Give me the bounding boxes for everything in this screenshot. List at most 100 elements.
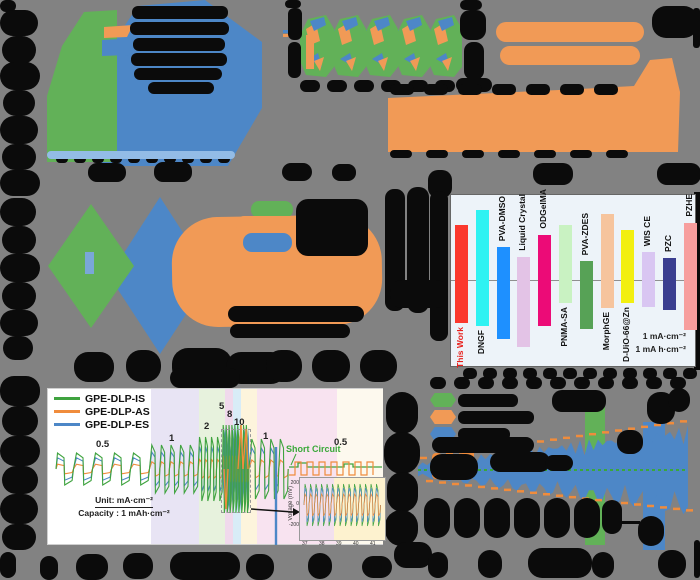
zoom-region-box	[221, 429, 251, 513]
rate-label: 2	[204, 421, 210, 432]
corrupted-text-blob	[2, 144, 36, 170]
inset-xtick: 37	[302, 541, 308, 547]
corrupted-text-blob	[526, 84, 550, 95]
legend-item: GPE-DLP-ES	[54, 418, 150, 431]
corrupted-text-blob	[652, 6, 698, 38]
corrupted-text-blob	[2, 466, 38, 494]
orange-dash	[634, 503, 641, 506]
rate-band	[151, 389, 199, 544]
orange-square-wave	[289, 461, 374, 476]
corrupted-text-blob	[598, 377, 614, 389]
corrupted-text-blob	[154, 162, 192, 182]
bar-label: ODGelMA	[538, 189, 549, 229]
rate-label: 10	[234, 417, 245, 428]
corrupted-text-blob	[0, 198, 36, 226]
corrupted-text-blob	[362, 556, 392, 578]
unit-annotation: Unit: mA·cm⁻² Capacity : 1 mAh·cm⁻²	[58, 495, 190, 519]
polymer-unit-icon	[396, 15, 430, 77]
orange-dash	[628, 427, 635, 430]
rate-band	[48, 389, 151, 544]
corrupted-text-blob	[603, 368, 617, 379]
corrupted-text-blob	[134, 68, 222, 80]
corrupted-text-blob	[0, 10, 38, 36]
corrupted-text-blob	[394, 542, 432, 568]
rate-label: 8	[227, 409, 233, 420]
orange-strip	[236, 216, 302, 233]
corrupted-text-blob	[327, 80, 347, 92]
orange-dash	[420, 456, 427, 460]
corrupted-text-blob	[484, 498, 510, 538]
corrupted-text-blob	[308, 553, 332, 579]
corrupted-text-blob	[132, 6, 228, 19]
corrupted-text-blob	[458, 84, 482, 95]
green-dot	[424, 469, 427, 471]
inset-xtick: 39	[336, 541, 342, 547]
corrupted-text-blob	[0, 0, 16, 12]
corrupted-text-blob	[606, 150, 628, 158]
short-circuit-pointer	[290, 453, 297, 466]
arrow-line	[250, 508, 294, 513]
corrupted-text-blob	[228, 306, 364, 322]
corrupted-text-blob	[426, 150, 448, 158]
legend-item: GPE-DLP-AS	[54, 405, 150, 418]
corrupted-text-blob	[544, 498, 570, 538]
corrupted-text-blob	[458, 394, 518, 407]
green-dot	[634, 469, 637, 471]
corrupted-text-blob	[88, 163, 126, 182]
inset-ytick: 0	[296, 501, 299, 507]
corrupted-text-blob	[432, 437, 534, 453]
corrupted-text-blob	[390, 84, 414, 95]
bar	[538, 234, 552, 327]
orange-dash	[660, 506, 667, 509]
corrupted-text-blob	[658, 550, 686, 578]
corrupted-text-blob	[40, 556, 58, 580]
corrupted-text-blob	[545, 455, 573, 471]
corrupted-text-blob	[574, 377, 590, 389]
corrupted-text-blob	[0, 116, 38, 144]
corrupted-text-blob	[534, 150, 556, 158]
corrupted-text-blob	[694, 540, 700, 578]
corrupted-text-blob	[570, 150, 592, 158]
orange-banner	[388, 58, 680, 152]
polymer-unit-icon	[300, 15, 334, 77]
corrupted-text-blob	[514, 498, 540, 538]
corrupted-text-blob	[552, 390, 606, 412]
corrupted-text-blob	[390, 280, 448, 308]
orange-dash	[452, 482, 459, 486]
orange-dash	[569, 495, 576, 499]
corrupted-text-blob	[574, 498, 600, 538]
green-dot	[646, 469, 649, 471]
bar	[455, 224, 468, 324]
unit-orange-foot	[378, 57, 388, 71]
corrupted-text-blob	[354, 80, 374, 92]
corrupted-text-blob	[424, 498, 450, 538]
corrupted-text-blob	[0, 170, 40, 196]
orange-dash	[641, 425, 648, 429]
corrupted-text-blob	[463, 368, 477, 379]
orange-dash	[439, 481, 446, 484]
orange-dash	[550, 438, 557, 441]
corrupted-text-blob-orange	[500, 46, 640, 65]
bar-label: This Work	[455, 327, 465, 369]
orange-dash	[654, 423, 661, 427]
orange-dash	[673, 507, 680, 511]
corrupted-text-blob	[332, 164, 356, 181]
legend-line-swatch	[54, 397, 80, 400]
legend-label: GPE-DLP-AS	[85, 405, 150, 418]
corrupted-text-blob	[285, 0, 301, 8]
bar	[663, 257, 676, 311]
areal-capacity-annotation: 1 mA h·cm⁻²	[635, 344, 686, 354]
bar	[559, 224, 572, 304]
corrupted-text-blob	[0, 376, 40, 406]
green-dot	[658, 469, 661, 471]
bar-chart-panel: This Work DNGF PVA-DMSO Liquid Crystal ODGel…	[450, 189, 697, 369]
orange-dash	[491, 487, 498, 490]
bar-label: MorphGE	[600, 312, 611, 351]
inset-xtick: 38	[319, 541, 325, 547]
green-dot	[682, 469, 685, 471]
capacity-label: Capacity : 1 mAh·cm⁻²	[78, 508, 170, 518]
green-dot	[610, 469, 613, 471]
corrupted-text-blob	[643, 368, 657, 379]
bar	[600, 213, 614, 309]
inset-xtick: 40	[353, 541, 359, 547]
